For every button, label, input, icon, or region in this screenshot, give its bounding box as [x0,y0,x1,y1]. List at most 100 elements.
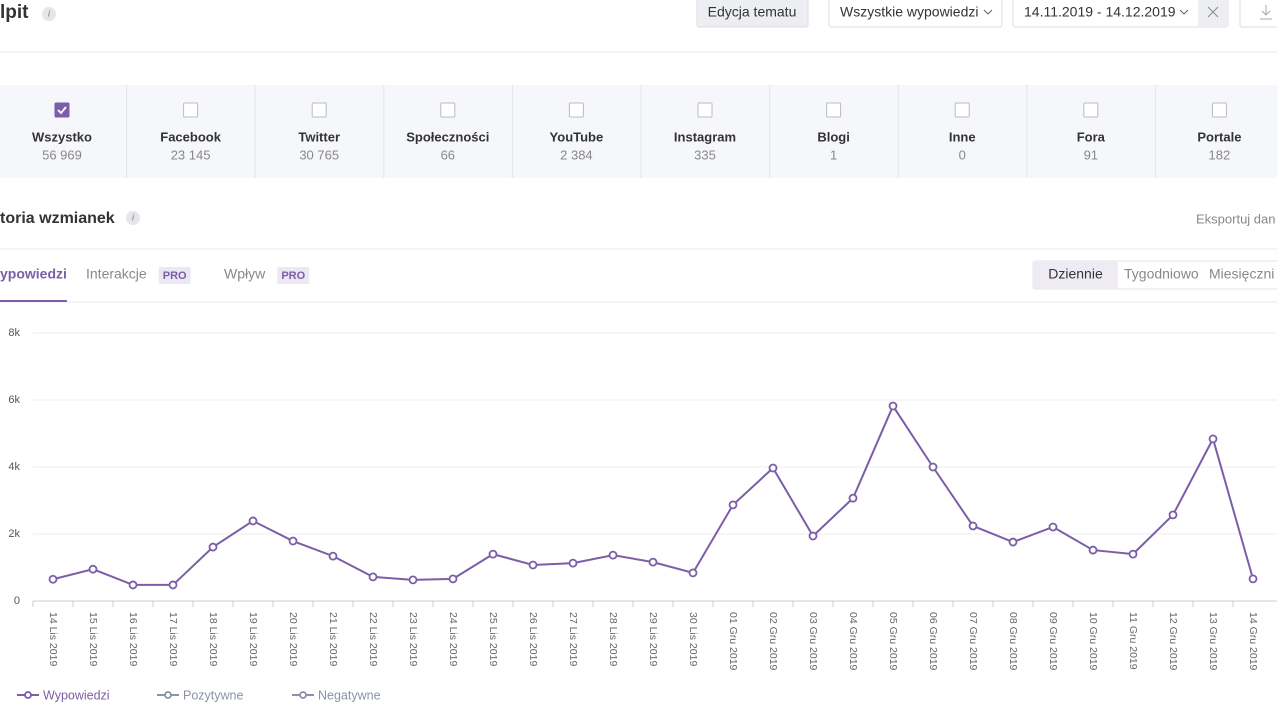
export-link[interactable]: Eksportuj dan [1196,211,1276,226]
data-point[interactable] [88,564,98,574]
data-point[interactable] [1008,537,1018,547]
tab-underline [0,300,67,302]
data-point[interactable] [608,550,618,560]
x-tick-label: 21 Lis 2019 [327,612,339,666]
x-tick-label: 09 Gru 2019 [1047,612,1059,671]
x-tick-label: 04 Gru 2019 [847,612,859,671]
info-icon[interactable] [42,7,56,21]
x-tick-label: 26 Lis 2019 [527,612,539,666]
x-tick-label: 24 Lis 2019 [447,612,459,666]
info-icon-text: i [48,8,51,18]
x-tick-label: 11 Gru 2019 [1127,612,1139,670]
edit-button[interactable] [696,0,809,28]
data-point[interactable] [208,542,218,552]
data-point[interactable] [888,401,898,411]
data-point[interactable] [1128,549,1138,559]
source-label: Instagram [674,129,736,144]
y-tick-label: 2k [8,528,20,540]
source-count: 2 384 [560,147,593,162]
data-point[interactable] [128,580,138,590]
pro-badge-text: PRO [163,270,187,282]
data-point[interactable] [408,575,418,585]
checkbox[interactable] [183,102,199,118]
filter-dropdown[interactable] [828,0,1003,28]
period-active [1033,261,1118,289]
filter-label: Wszystkie wypowiedzi [840,4,978,20]
x-tick-label: 06 Gru 2019 [927,612,939,671]
data-point[interactable] [648,557,658,567]
download-icon [1260,5,1272,20]
period-option[interactable]: Tygodniowo [1124,266,1199,282]
page-title: lpit [0,2,29,23]
chevron [1179,9,1189,15]
checkbox[interactable] [568,102,584,118]
checkbox[interactable] [54,102,70,118]
tab[interactable]: Interakcje [86,266,147,282]
x-tick-label: 01 Gru 2019 [727,612,739,671]
data-point[interactable] [848,493,858,503]
checkbox[interactable] [311,102,327,118]
x-tick-label: 28 Lis 2019 [607,612,619,666]
data-point[interactable] [48,574,58,584]
x-tick-label: 15 Lis 2019 [87,612,99,666]
checkbox[interactable] [954,102,970,118]
checkbox[interactable] [826,102,842,118]
x-tick-label: 14 Lis 2019 [47,612,59,666]
x-tick-label: 23 Lis 2019 [407,612,419,666]
x-tick-label: 22 Lis 2019 [367,612,379,666]
data-point[interactable] [288,536,298,546]
data-point[interactable] [1168,510,1178,520]
data-point[interactable] [1048,522,1058,532]
section-title: toria wzmianek [0,210,115,227]
legend-label[interactable]: Negatywne [318,688,381,702]
tab[interactable]: Wpływ [224,266,266,282]
data-point[interactable] [448,574,458,584]
data-point[interactable] [1088,545,1098,555]
checkbox[interactable] [1083,102,1099,118]
data-point[interactable] [248,516,258,526]
period-option[interactable]: Dziennie [1048,266,1103,282]
sources-row: Wszystko 56 969 Facebook 23 145 Twitter 30 76… [0,85,1277,178]
download-button[interactable] [1239,0,1277,28]
x-tick-label: 12 Gru 2019 [1167,612,1179,671]
y-tick-label: 6k [8,394,20,406]
period-option[interactable]: Miesięczni [1209,266,1274,282]
x-tick-label: 13 Gru 2019 [1207,612,1219,671]
data-point[interactable] [688,568,698,578]
legend-label[interactable]: Wypowiedzi [43,688,110,702]
data-point[interactable] [368,572,378,582]
data-point[interactable] [528,560,538,570]
data-point[interactable] [768,463,778,473]
source-count: 0 [959,147,966,162]
edit-button-label: Edycja tematu [708,4,797,20]
tab[interactable]: ypowiedzi [0,266,67,282]
data-point[interactable] [928,462,938,472]
legend-marker [164,691,172,699]
source-count: 56 969 [42,147,82,162]
x-tick-label: 17 Lis 2019 [167,612,179,666]
data-point[interactable] [328,551,338,561]
data-point[interactable] [488,549,498,559]
sources-background [0,85,1277,178]
chart: 0 2k 4k 6k 8k 14 Lis 2019 15 Lis 2019 16 Lis 20… [8,327,1277,702]
x-tick-label: 30 Lis 2019 [687,612,699,666]
data-point[interactable] [1208,434,1218,444]
checkbox[interactable] [1211,102,1227,118]
data-point[interactable] [1248,574,1258,584]
source-label: Fora [1077,129,1106,144]
data-point[interactable] [968,521,978,531]
data-point[interactable] [728,500,738,510]
data-point[interactable] [808,531,818,541]
source-label: Portale [1197,129,1241,144]
source-count: 66 [441,147,455,162]
source-count: 1 [830,147,837,162]
info-icon[interactable] [126,211,140,225]
legend-label[interactable]: Pozytywne [183,688,243,702]
x-tick-label: 03 Gru 2019 [807,612,819,671]
x-tick-label: 18 Lis 2019 [207,612,219,666]
data-point[interactable] [568,558,578,568]
data-point[interactable] [168,580,178,590]
clear-button[interactable] [1198,0,1228,27]
checkbox[interactable] [697,102,713,118]
checkbox[interactable] [440,102,456,118]
